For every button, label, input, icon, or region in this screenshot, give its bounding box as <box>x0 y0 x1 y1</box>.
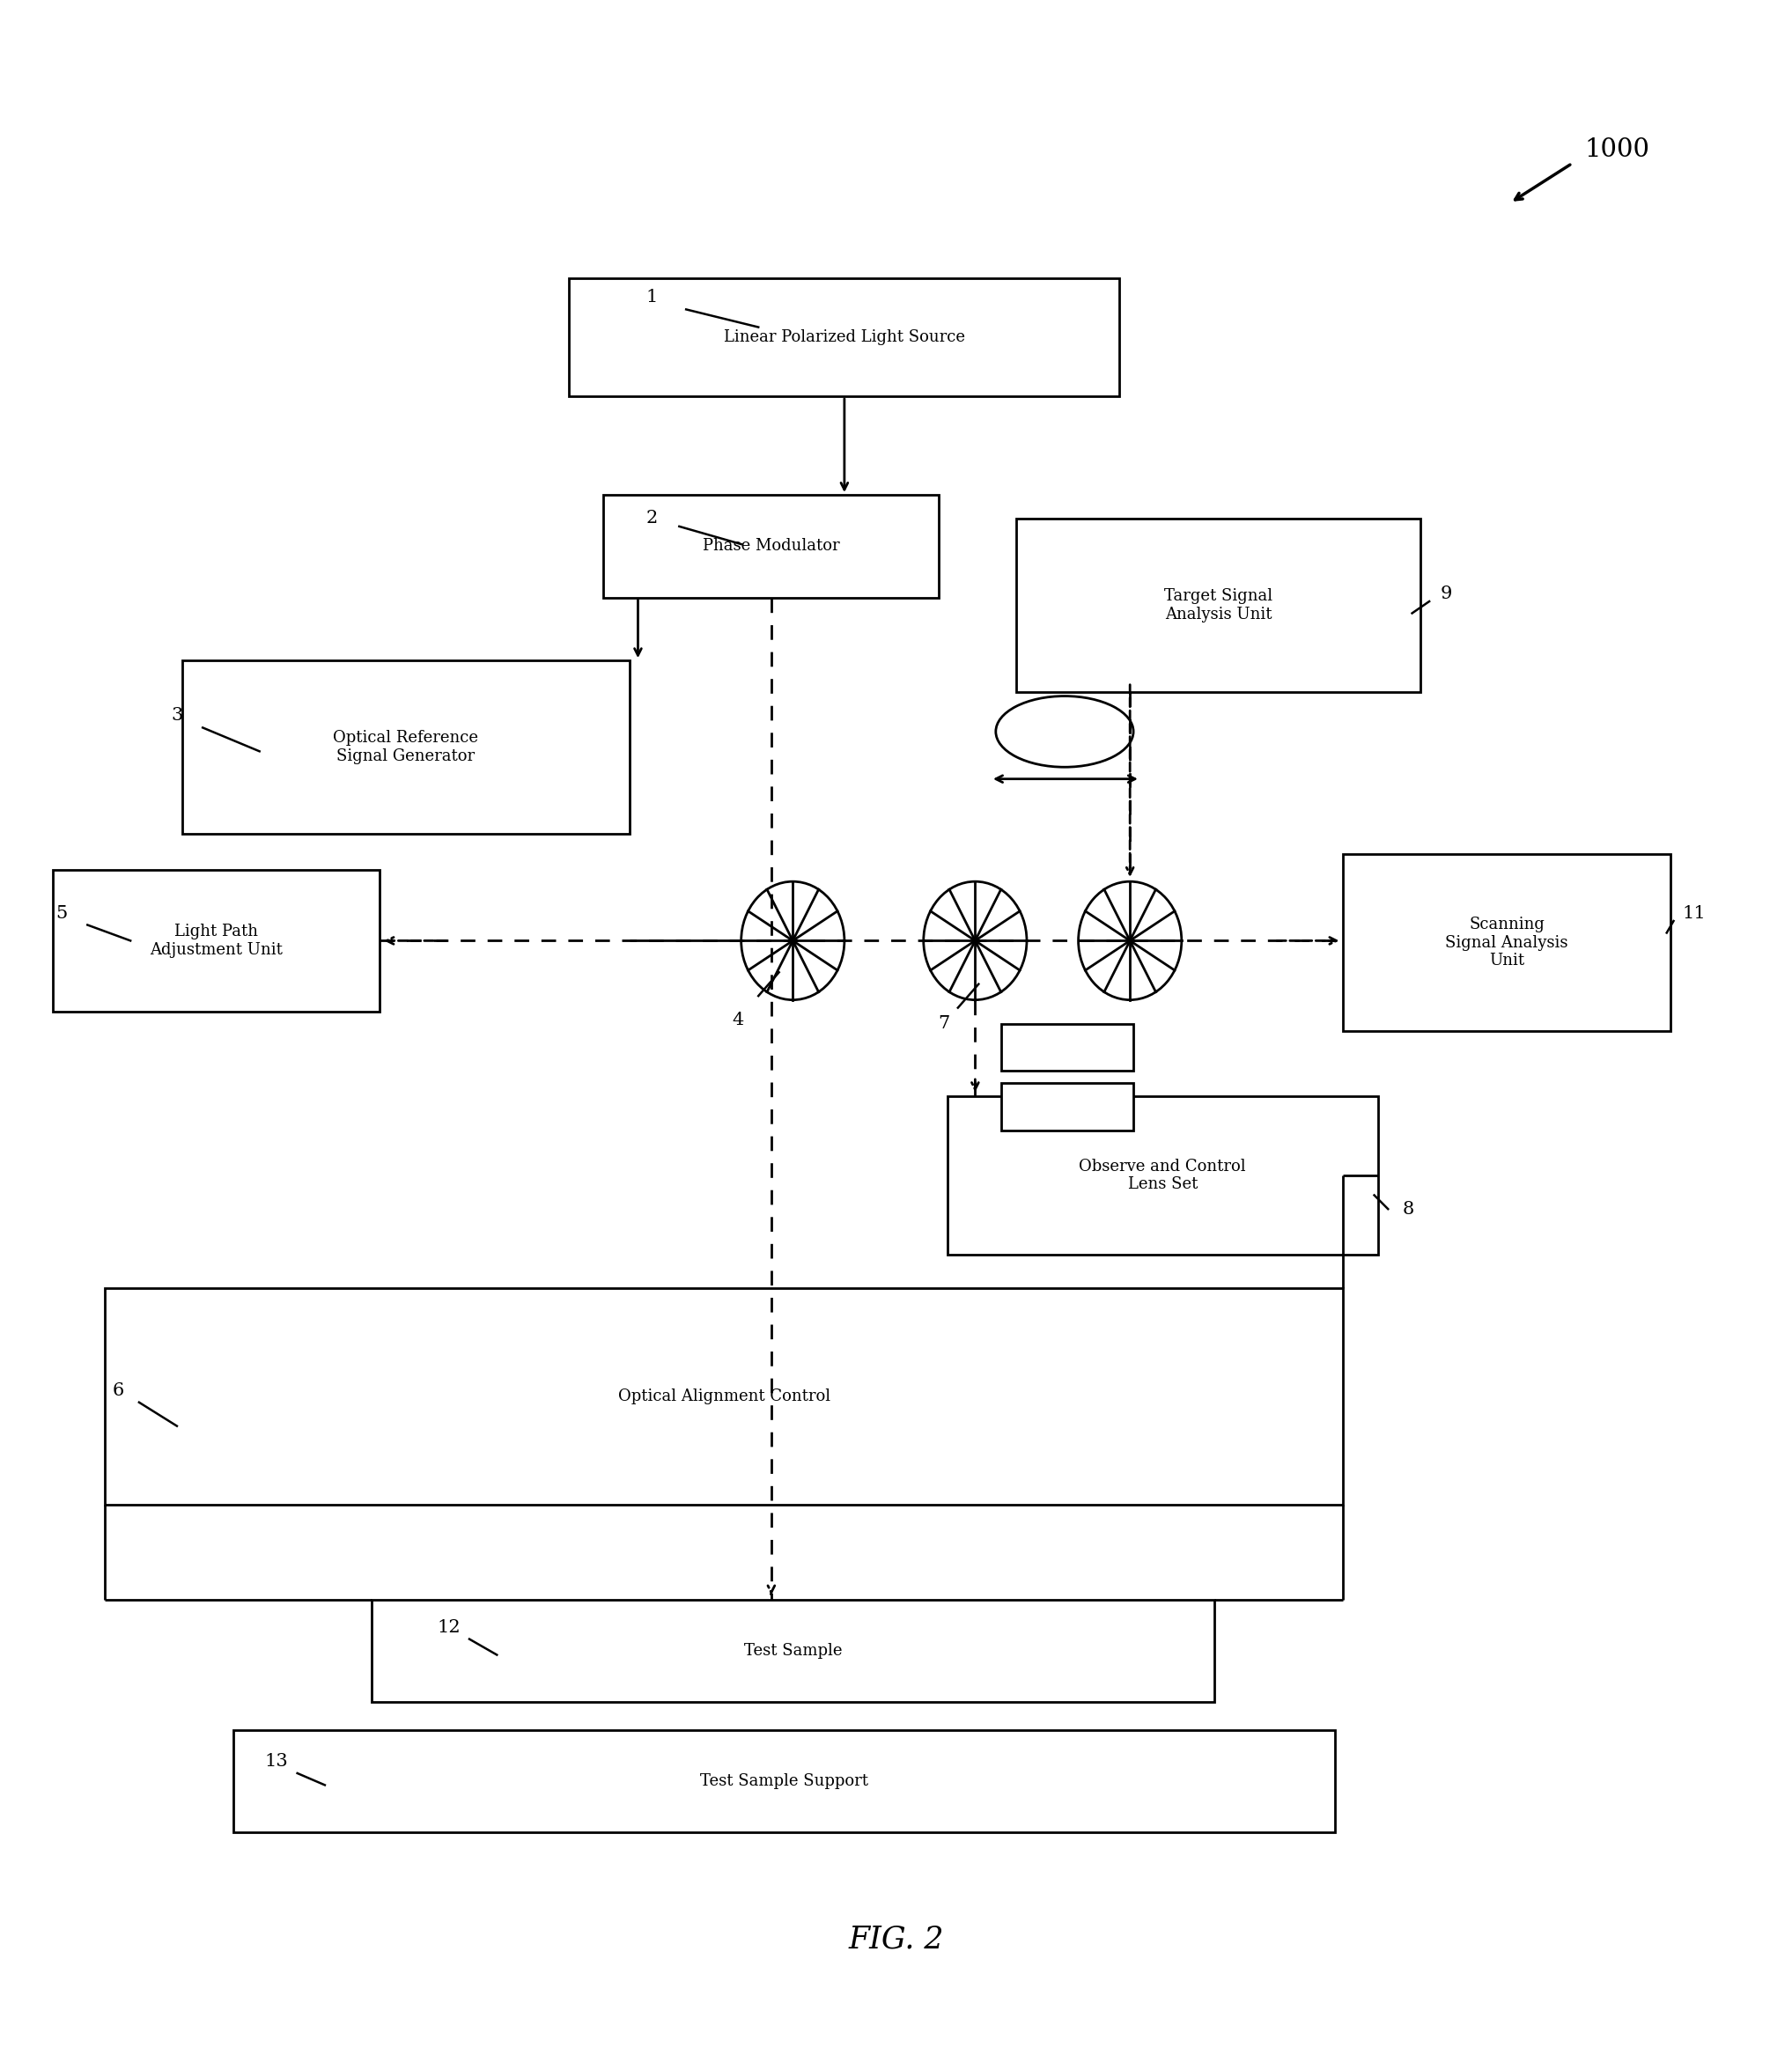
Text: Light Path
Adjustment Unit: Light Path Adjustment Unit <box>151 923 283 958</box>
Bar <box>948 1097 1378 1254</box>
Bar <box>104 1288 1344 1504</box>
Text: 2: 2 <box>645 510 658 526</box>
Text: Phase Modulator: Phase Modulator <box>702 538 840 555</box>
Text: Target Signal
Analysis Unit: Target Signal Analysis Unit <box>1165 588 1272 623</box>
Text: 13: 13 <box>265 1753 289 1769</box>
Bar <box>1016 518 1421 693</box>
Text: 8: 8 <box>1403 1200 1414 1217</box>
Text: 4: 4 <box>731 1011 744 1028</box>
Text: Linear Polarized Light Source: Linear Polarized Light Source <box>724 329 966 345</box>
Bar <box>1344 855 1670 1032</box>
Text: Test Sample Support: Test Sample Support <box>701 1773 869 1790</box>
Bar <box>1002 1023 1133 1071</box>
Bar <box>1002 1083 1133 1130</box>
Text: Test Sample: Test Sample <box>744 1644 842 1658</box>
Text: Scanning
Signal Analysis
Unit: Scanning Signal Analysis Unit <box>1446 917 1568 968</box>
Text: Optical Alignment Control: Optical Alignment Control <box>618 1389 830 1404</box>
Text: 11: 11 <box>1683 904 1706 921</box>
Text: 7: 7 <box>939 1015 950 1032</box>
Bar <box>604 495 939 598</box>
Text: Observe and Control
Lens Set: Observe and Control Lens Set <box>1079 1159 1245 1192</box>
Bar <box>54 869 380 1011</box>
Text: FIG. 2: FIG. 2 <box>848 1923 944 1954</box>
Bar <box>371 1599 1215 1702</box>
Text: 1000: 1000 <box>1584 138 1649 162</box>
Text: 3: 3 <box>170 707 183 723</box>
Bar <box>570 277 1120 397</box>
Text: 6: 6 <box>113 1383 124 1399</box>
Bar <box>183 660 629 834</box>
Bar <box>233 1730 1335 1833</box>
Text: 12: 12 <box>437 1619 461 1636</box>
Text: 1: 1 <box>645 290 658 306</box>
Text: Optical Reference
Signal Generator: Optical Reference Signal Generator <box>333 730 478 764</box>
Text: 5: 5 <box>56 904 68 921</box>
Text: 9: 9 <box>1441 586 1452 602</box>
